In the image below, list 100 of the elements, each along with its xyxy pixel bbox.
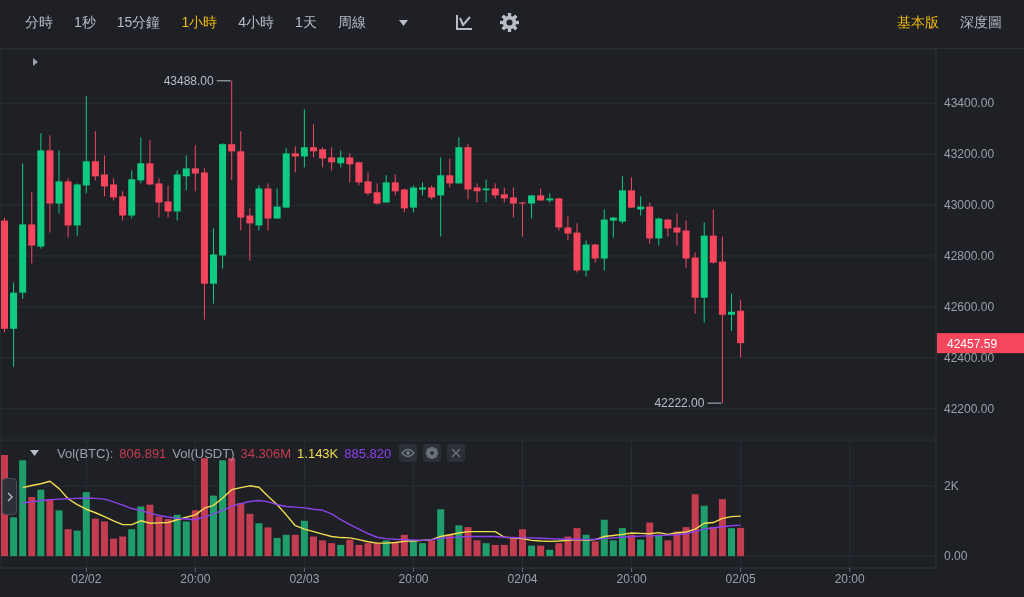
bar xyxy=(219,460,227,557)
x-tick-label: 20:00 xyxy=(398,571,429,586)
candlestick xyxy=(400,188,408,213)
bar xyxy=(528,545,536,557)
bar xyxy=(300,520,308,557)
candlestick xyxy=(473,182,481,204)
candlestick xyxy=(191,144,199,192)
bar xyxy=(46,499,54,557)
y-tick-label: 43400.00 xyxy=(944,96,995,111)
candlestick xyxy=(146,139,154,186)
candlestick xyxy=(300,108,308,168)
candlestick xyxy=(564,216,572,241)
bar xyxy=(55,510,63,557)
candlestick xyxy=(609,216,617,239)
bar xyxy=(137,506,145,557)
candlestick xyxy=(364,171,372,196)
bar xyxy=(518,529,526,557)
bar xyxy=(173,514,181,557)
candlestick xyxy=(446,157,454,188)
candlestick xyxy=(28,191,36,265)
candlestick xyxy=(228,80,236,181)
candlestick xyxy=(328,146,336,171)
line-series xyxy=(22,497,742,542)
candlestick xyxy=(110,177,118,201)
bar xyxy=(91,518,99,557)
bar xyxy=(164,519,172,557)
bar xyxy=(464,527,472,557)
bar xyxy=(128,529,136,557)
y-tick-label: 42800.00 xyxy=(944,249,995,264)
bar xyxy=(537,545,545,557)
bar xyxy=(373,543,381,557)
annotation: 42222.00 xyxy=(654,396,705,411)
text: 15分鐘 xyxy=(116,14,161,32)
bar xyxy=(100,521,108,557)
annotation: 1.143K xyxy=(297,445,339,461)
bar xyxy=(364,543,372,557)
candlestick xyxy=(273,188,281,220)
bar xyxy=(555,543,563,557)
annotation: 34.306M xyxy=(240,445,292,461)
candlestick xyxy=(391,174,399,196)
bar xyxy=(718,499,726,557)
bar xyxy=(119,536,127,557)
y-tick-label: 42400.00 xyxy=(944,351,995,366)
candlestick xyxy=(373,182,381,206)
bar xyxy=(182,521,190,557)
candlestick xyxy=(591,243,599,264)
candlestick xyxy=(55,149,63,214)
candlestick xyxy=(246,207,254,262)
bar xyxy=(273,537,281,557)
bar xyxy=(282,534,290,557)
candlestick xyxy=(164,184,172,219)
y-tick-label: 43000.00 xyxy=(944,198,995,213)
text: 1小時 xyxy=(181,14,218,32)
y-tick-label: 42600.00 xyxy=(944,300,995,315)
text: 基本版 xyxy=(897,14,939,32)
bar xyxy=(737,527,745,557)
bar xyxy=(573,528,581,557)
x-tick-label: 02/02 xyxy=(71,571,102,586)
bar xyxy=(328,543,336,557)
bar xyxy=(419,543,427,557)
candlestick xyxy=(100,154,108,197)
bar xyxy=(246,513,254,557)
candlestick xyxy=(509,186,517,219)
candlestick xyxy=(655,217,663,247)
bar xyxy=(473,540,481,557)
annotation: 885.820 xyxy=(344,445,392,461)
x-tick-label: 02/05 xyxy=(725,571,756,586)
x-tick-label: 20:00 xyxy=(616,571,647,586)
x-tick-label: 02/03 xyxy=(289,571,320,586)
bar xyxy=(146,504,154,557)
text: 分時 xyxy=(25,14,53,32)
bar xyxy=(191,510,199,557)
bar xyxy=(264,527,272,557)
y-tick-label: 42200.00 xyxy=(944,401,995,416)
candlestick xyxy=(309,123,317,158)
annotation: Vol(BTC): xyxy=(57,445,114,461)
bar xyxy=(609,540,617,557)
candlestick xyxy=(437,156,445,238)
candlestick xyxy=(382,174,390,204)
text: 4小時 xyxy=(238,14,274,32)
candlestick xyxy=(182,154,190,191)
text: 周線 xyxy=(337,14,366,32)
bar xyxy=(28,497,36,557)
bar xyxy=(64,529,72,557)
bar xyxy=(591,541,599,557)
annotation: 43488.00 xyxy=(163,73,215,88)
bar xyxy=(37,489,45,557)
bar xyxy=(482,543,490,557)
x-tick-label: 20:00 xyxy=(180,571,211,586)
text: 1秒 xyxy=(74,14,96,32)
annotation: 806.891 xyxy=(119,445,167,461)
x-tick-label: 20:00 xyxy=(834,571,866,586)
bar xyxy=(346,539,354,557)
bar xyxy=(491,544,499,557)
bar xyxy=(237,502,245,557)
y-tick-label: 2K xyxy=(944,479,959,494)
bar xyxy=(637,539,645,557)
candlestick xyxy=(137,136,145,184)
bar xyxy=(655,534,663,557)
candlestick xyxy=(673,212,681,247)
